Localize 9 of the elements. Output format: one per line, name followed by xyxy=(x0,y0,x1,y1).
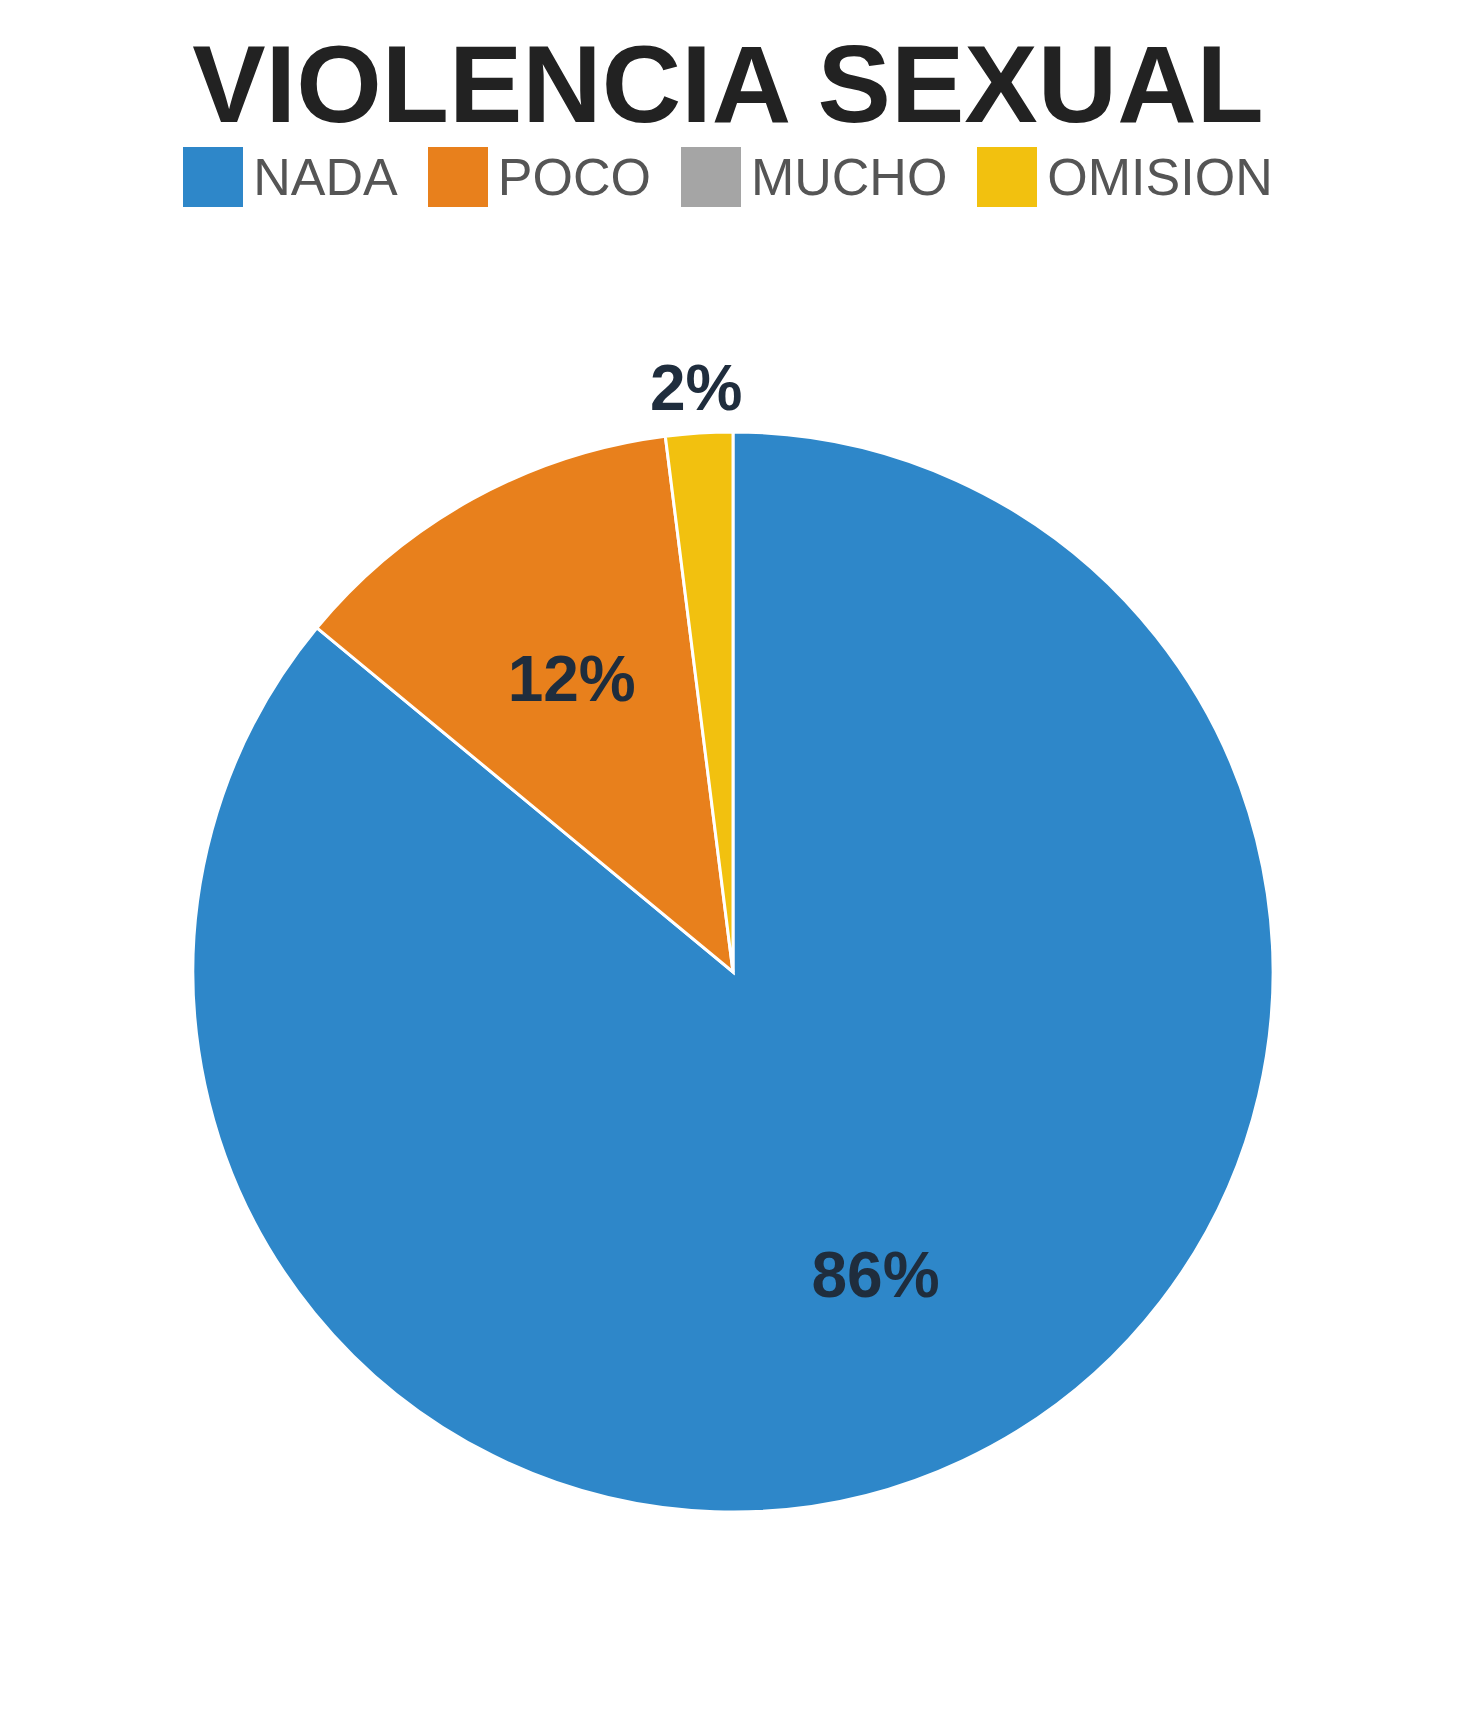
legend-label: POCO xyxy=(497,147,651,207)
data-label: 86% xyxy=(811,1238,940,1311)
chart-title: VIOLENCIA SEXUAL xyxy=(191,21,1265,147)
legend-label: OMISION xyxy=(1047,147,1273,207)
legend-label: MUCHO xyxy=(750,147,948,207)
data-label: 12% xyxy=(507,642,636,715)
pie-slice xyxy=(192,430,1275,1513)
legend-label: NADA xyxy=(253,147,398,207)
data-label: 2% xyxy=(650,352,743,425)
